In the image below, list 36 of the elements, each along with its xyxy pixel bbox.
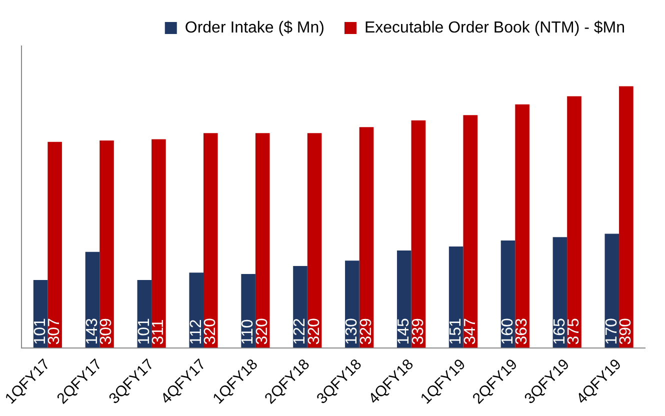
data-label: 101 xyxy=(136,318,153,345)
data-label: 165 xyxy=(551,318,568,345)
bar xyxy=(307,133,322,348)
bar xyxy=(152,139,166,348)
bar xyxy=(359,127,374,348)
bar xyxy=(293,266,308,348)
data-label: 320 xyxy=(202,318,220,345)
data-label: 170 xyxy=(603,318,620,345)
data-label: 307 xyxy=(46,318,64,345)
data-label: 375 xyxy=(566,318,583,345)
legend-label: Executable Order Book (NTM) - $Mn xyxy=(364,19,626,36)
bar xyxy=(604,234,620,348)
data-label: 363 xyxy=(514,318,531,345)
data-label: 101 xyxy=(32,318,49,345)
bar xyxy=(619,86,634,348)
data-label: 151 xyxy=(447,318,464,345)
data-label: 390 xyxy=(618,318,635,345)
bar xyxy=(203,133,218,348)
bar xyxy=(100,140,114,348)
data-label: 309 xyxy=(98,318,116,345)
bar xyxy=(345,260,360,348)
bar xyxy=(463,115,478,348)
legend-label: Order Intake ($ Mn) xyxy=(184,19,324,36)
bar xyxy=(255,133,270,348)
bar xyxy=(241,274,256,348)
data-label: 347 xyxy=(462,318,479,345)
data-label: 311 xyxy=(150,319,168,345)
data-label: 143 xyxy=(84,318,101,345)
data-label: 160 xyxy=(499,318,516,345)
bar xyxy=(411,120,426,348)
bar xyxy=(48,142,62,348)
data-label: 112 xyxy=(188,319,205,345)
bar xyxy=(567,96,582,348)
bar xyxy=(515,104,530,348)
bar xyxy=(189,272,204,348)
bar xyxy=(396,250,412,348)
